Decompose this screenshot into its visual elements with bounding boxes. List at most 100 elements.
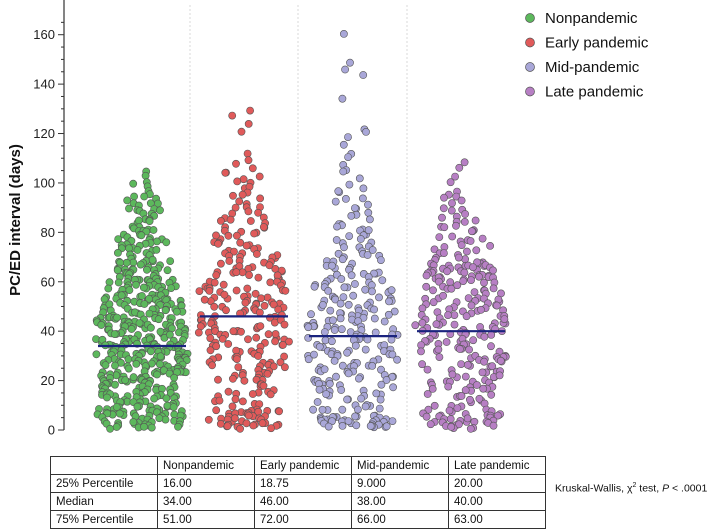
data-point [337, 386, 346, 394]
data-point [254, 352, 263, 360]
data-point [234, 363, 243, 371]
data-point [214, 375, 222, 384]
data-point [461, 372, 470, 381]
table-cell: 20.00 [448, 474, 546, 493]
data-point [166, 257, 175, 265]
data-point [244, 156, 253, 165]
data-point [220, 290, 229, 299]
data-point [307, 310, 315, 319]
data-point [457, 392, 466, 400]
data-point [347, 271, 356, 280]
data-point [429, 298, 438, 307]
data-point [450, 320, 459, 329]
y-tick-label: 100 [33, 175, 55, 190]
data-point [114, 235, 123, 243]
data-point [462, 247, 471, 256]
data-point [439, 204, 448, 213]
data-point [344, 369, 353, 378]
data-point [133, 402, 142, 411]
data-point [495, 371, 504, 380]
y-tick-label: 120 [33, 126, 55, 141]
data-point [214, 239, 222, 248]
data-point [304, 355, 313, 364]
data-point [158, 384, 166, 393]
data-point [121, 376, 130, 385]
data-point [366, 422, 375, 430]
data-point [163, 266, 172, 275]
data-point [351, 341, 360, 350]
data-point [478, 368, 487, 377]
data-point [364, 208, 373, 217]
data-point [169, 403, 178, 411]
table-cell: 38.00 [351, 492, 449, 511]
data-point [330, 326, 339, 334]
data-point [451, 172, 459, 181]
table-row: 75% Percentile 51.00 72.00 66.00 63.00 [50, 510, 546, 529]
data-point [258, 419, 267, 428]
data-point [216, 419, 225, 428]
data-point [212, 406, 221, 415]
data-point [269, 362, 278, 371]
table-cell: 25% Percentile [50, 474, 158, 493]
data-point [224, 231, 233, 240]
data-point [475, 272, 483, 281]
data-point [347, 211, 356, 220]
legend-label: Mid-pandemic [545, 59, 640, 76]
data-point [264, 330, 273, 339]
data-point [329, 316, 337, 325]
legend-label: Early pandemic [545, 35, 649, 52]
data-point [224, 387, 233, 396]
data-point [459, 277, 468, 285]
data-point [378, 276, 387, 285]
data-point [439, 291, 447, 300]
data-point [356, 235, 365, 243]
data-point [212, 231, 220, 240]
data-point [256, 194, 264, 203]
data-point [230, 414, 239, 423]
data-point [280, 320, 289, 329]
data-point [232, 231, 241, 240]
data-point [254, 273, 263, 282]
y-tick-label: 60 [41, 274, 55, 289]
data-point [480, 278, 488, 287]
y-tick-label: 140 [33, 77, 55, 92]
y-tick-label: 160 [33, 27, 55, 42]
data-point [480, 357, 488, 366]
data-point [382, 376, 391, 384]
data-point [479, 384, 488, 393]
data-point [140, 422, 148, 431]
data-point [445, 406, 454, 415]
data-point [194, 328, 203, 337]
data-point [110, 330, 119, 338]
data-point [153, 370, 161, 379]
data-point [469, 336, 478, 345]
data-point [422, 271, 431, 280]
data-point [129, 179, 138, 188]
data-point [388, 350, 397, 359]
legend-marker [525, 13, 535, 23]
data-point [442, 338, 451, 346]
data-point [263, 369, 272, 378]
data-point [362, 127, 370, 136]
data-point [447, 206, 456, 215]
data-point [411, 321, 420, 330]
data-point [215, 396, 224, 405]
data-point [238, 397, 247, 406]
data-point [219, 280, 228, 289]
table-cell: 40.00 [448, 492, 546, 511]
data-point [140, 192, 149, 201]
data-point [460, 268, 469, 277]
data-point [129, 418, 138, 426]
data-point [145, 217, 154, 225]
data-point [448, 232, 457, 241]
data-point [338, 94, 347, 103]
table-cell: 75% Percentile [50, 510, 158, 529]
data-point [393, 355, 401, 364]
data-point [163, 401, 172, 410]
table-cell: 18.75 [254, 474, 352, 493]
data-point [103, 393, 111, 402]
data-point [464, 294, 473, 302]
data-point [440, 193, 448, 202]
data-point [487, 342, 495, 351]
percentile-table: Nonpandemic Early pandemic Mid-pandemic … [50, 456, 546, 529]
